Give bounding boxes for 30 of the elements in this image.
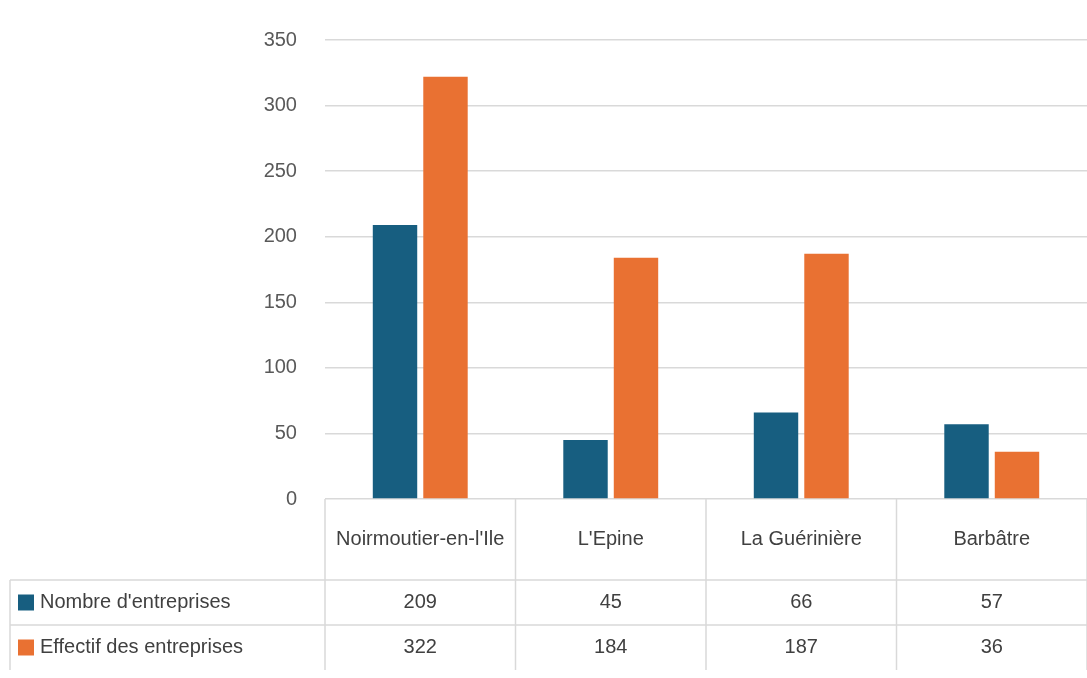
x-tick-label: Noirmoutier-en-l'Ile [336, 527, 505, 550]
x-tick-label: L'Epine [577, 527, 644, 550]
y-tick-label: 50 [274, 420, 297, 443]
legend-label: Nombre d'entreprises [40, 590, 231, 613]
y-tick-label: 350 [263, 27, 297, 50]
bar [804, 253, 849, 499]
bar [994, 451, 1040, 499]
y-tick-label: 100 [263, 355, 297, 378]
data-label: 184 [594, 635, 628, 658]
x-tick-label: La Guérinière [740, 527, 862, 550]
bar [613, 257, 659, 499]
data-label: 322 [403, 635, 437, 658]
bar [372, 224, 418, 499]
bar [563, 439, 608, 499]
y-tick-label: 150 [263, 289, 297, 312]
bar [753, 412, 799, 499]
data-label: 36 [980, 635, 1003, 658]
data-label: 45 [599, 590, 622, 613]
bar [944, 424, 989, 499]
y-tick-label: 0 [285, 486, 297, 509]
y-tick-label: 300 [263, 93, 297, 116]
data-label: 66 [790, 590, 813, 613]
legend-label: Effectif des entreprises [40, 635, 244, 658]
data-label: 209 [403, 590, 437, 613]
bar [423, 76, 468, 499]
data-label: 187 [784, 635, 818, 658]
data-label: 57 [980, 590, 1003, 613]
x-tick-label: Barbâtre [953, 527, 1031, 550]
y-tick-label: 200 [263, 224, 297, 247]
y-tick-label: 250 [263, 158, 297, 181]
